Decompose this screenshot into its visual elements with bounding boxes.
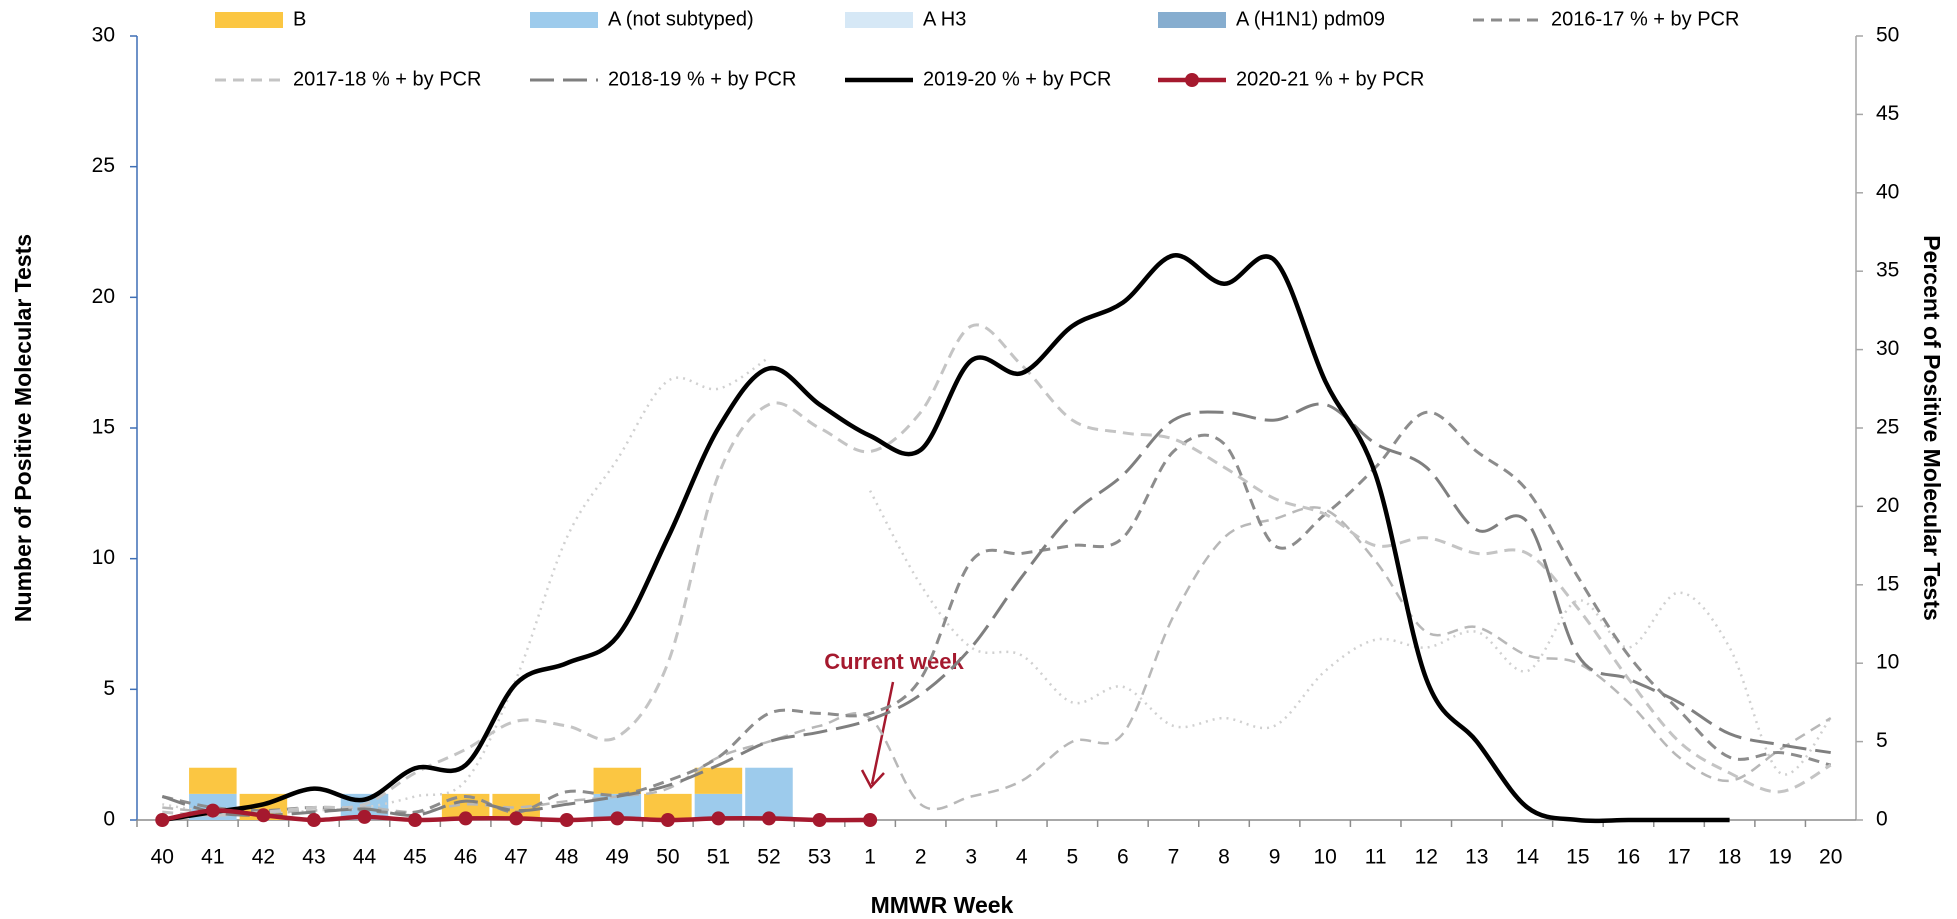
legend-swatch — [1158, 12, 1226, 28]
y-tick-label: 25 — [92, 154, 115, 177]
x-tick-label: 45 — [403, 846, 426, 869]
legend-label: B — [293, 8, 306, 30]
line — [162, 506, 1832, 814]
x-tick-label: 12 — [1415, 846, 1438, 869]
y2-tick-label: 30 — [1876, 337, 1899, 360]
legend-label: 2020-21 % + by PCR — [1236, 68, 1424, 90]
line — [161, 253, 1730, 824]
x-tick-label: 52 — [757, 846, 780, 869]
y-tick-label: 15 — [92, 416, 115, 439]
legend-marker — [1185, 73, 1199, 87]
x-tick-label: 10 — [1313, 846, 1336, 869]
x-tick-label: 14 — [1516, 846, 1540, 869]
y2-axis-title: Percent of Positive Molecular Tests — [1919, 235, 1945, 621]
x-tick-label: 15 — [1566, 846, 1589, 869]
x-tick-label: 43 — [302, 846, 325, 869]
y2-tick-label: 35 — [1876, 259, 1899, 282]
x-tick-label: 49 — [606, 846, 629, 869]
point — [761, 811, 776, 826]
y2-tick-label: 5 — [1876, 729, 1888, 752]
point — [256, 808, 271, 823]
legend-swatch — [845, 12, 913, 28]
bar — [745, 767, 793, 820]
bar — [189, 767, 237, 794]
line — [161, 402, 1831, 817]
x-tick-label: 44 — [353, 846, 377, 869]
legend-label: 2016-17 % + by PCR — [1551, 8, 1739, 30]
y2-tick-label: 45 — [1876, 102, 1899, 125]
x-tick-label: 1 — [864, 846, 876, 869]
point — [863, 813, 878, 827]
bar — [593, 767, 642, 794]
x-tick-label: 3 — [965, 846, 977, 869]
point — [205, 803, 220, 818]
point — [509, 811, 524, 826]
legend-label: A H3 — [923, 8, 966, 30]
legend-label: 2019-20 % + by PCR — [923, 68, 1111, 90]
line — [162, 356, 1832, 816]
y-tick-label: 0 — [103, 808, 115, 831]
x-tick-label: 7 — [1168, 846, 1180, 869]
x-tick-label: 51 — [707, 846, 730, 869]
x-tick-label: 11 — [1365, 846, 1387, 869]
x-tick-label: 19 — [1768, 846, 1791, 869]
point — [559, 813, 574, 827]
point — [711, 811, 726, 826]
x-tick-label: 46 — [454, 846, 477, 869]
point — [408, 813, 423, 827]
point — [660, 813, 675, 827]
x-tick-label: 41 — [201, 846, 224, 869]
annotation-arrow — [860, 681, 895, 790]
legend-label: 2017-18 % + by PCR — [293, 68, 481, 90]
line — [162, 323, 1832, 817]
x-tick-label: 20 — [1819, 846, 1842, 869]
y2-tick-label: 0 — [1876, 808, 1888, 831]
x-tick-label: 16 — [1617, 846, 1640, 869]
x-tick-label: 18 — [1718, 846, 1741, 869]
point — [357, 809, 372, 824]
x-tick-label: 13 — [1465, 846, 1488, 869]
line — [161, 410, 1832, 815]
x-tick-label: 47 — [505, 846, 528, 869]
point — [155, 813, 170, 827]
point — [306, 813, 321, 827]
y-tick-label: 20 — [92, 285, 115, 308]
y2-tick-label: 15 — [1876, 572, 1899, 595]
x-tick-label: 40 — [151, 846, 174, 869]
y2-tick-label: 40 — [1876, 180, 1899, 203]
y-axis-title: Number of Positive Molecular Tests — [10, 234, 36, 622]
x-tick-label: 9 — [1269, 846, 1281, 869]
x-tick-label: 42 — [252, 846, 275, 869]
point — [812, 813, 827, 827]
x-tick-label: 2 — [915, 846, 927, 869]
y2-tick-label: 50 — [1876, 24, 1899, 47]
legend-label: A (H1N1) pdm09 — [1236, 8, 1385, 30]
y-tick-label: 5 — [103, 677, 115, 700]
legend-label: 2018-19 % + by PCR — [608, 68, 796, 90]
x-tick-label: 53 — [808, 846, 831, 869]
x-tick-label: 8 — [1218, 846, 1230, 869]
x-tick-label: 4 — [1016, 846, 1028, 869]
annotation: Current week — [824, 649, 964, 674]
x-tick-label: 17 — [1667, 846, 1690, 869]
point — [610, 811, 625, 826]
point — [458, 811, 473, 826]
x-axis-title: MMWR Week — [871, 892, 1014, 918]
y2-tick-label: 25 — [1876, 416, 1899, 439]
y2-tick-label: 10 — [1876, 651, 1899, 674]
x-tick-label: 48 — [555, 846, 578, 869]
y-tick-label: 10 — [92, 546, 115, 569]
y2-tick-label: 20 — [1876, 494, 1899, 517]
y-tick-label: 30 — [92, 24, 115, 47]
legend-label: A (not subtyped) — [608, 8, 754, 30]
x-tick-label: 50 — [656, 846, 679, 869]
legend-swatch — [215, 12, 283, 28]
x-tick-label: 5 — [1066, 846, 1078, 869]
legend-swatch — [530, 12, 598, 28]
x-tick-label: 6 — [1117, 846, 1129, 869]
